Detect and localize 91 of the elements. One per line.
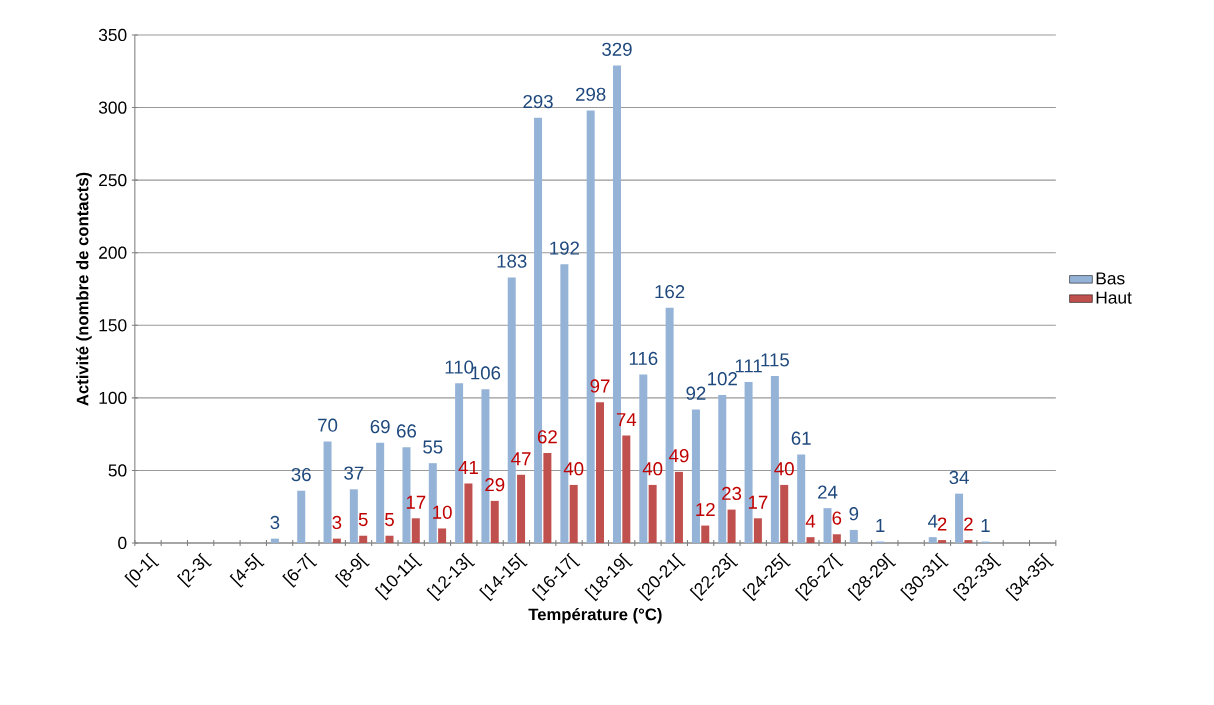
- data-label: 24: [818, 485, 838, 499]
- data-label: 115: [761, 353, 789, 367]
- data-label: 47: [511, 452, 531, 466]
- data-label: 329: [602, 42, 632, 56]
- y-tick-label: 150: [99, 319, 127, 332]
- data-label: 3: [332, 515, 342, 530]
- data-label: 69: [370, 420, 390, 434]
- legend-label: Haut: [1096, 291, 1132, 304]
- data-label: 40: [642, 462, 663, 476]
- bar: [806, 537, 815, 543]
- bar: [938, 540, 947, 543]
- bar: [438, 528, 447, 543]
- bar: [823, 508, 832, 543]
- data-label: 37: [344, 466, 364, 480]
- data-label: 2: [937, 517, 947, 531]
- data-label: 49: [668, 449, 689, 463]
- bar: [596, 402, 605, 543]
- data-label: 9: [849, 507, 859, 521]
- bar: [349, 489, 358, 543]
- bar: [727, 509, 736, 543]
- data-label: 66: [397, 424, 417, 438]
- legend-label: Bas: [1096, 272, 1125, 285]
- data-label: 92: [686, 386, 706, 400]
- data-label: 62: [537, 430, 557, 444]
- bar: [385, 535, 394, 543]
- y-tick-label: 50: [108, 464, 127, 477]
- data-label: 192: [550, 241, 579, 255]
- data-label: 298: [576, 87, 606, 101]
- data-label: 116: [629, 351, 658, 366]
- data-label: 183: [497, 254, 527, 268]
- bar: [955, 493, 964, 543]
- bar: [622, 435, 631, 543]
- bar: [964, 540, 973, 543]
- bar: [543, 453, 552, 543]
- bar: [832, 534, 841, 543]
- bar: [411, 518, 420, 543]
- bar: [376, 442, 385, 543]
- bar: [849, 529, 858, 543]
- bar: [701, 525, 710, 543]
- data-label: 4: [927, 514, 938, 528]
- y-tick-label: 300: [98, 101, 127, 114]
- bar: [753, 518, 762, 543]
- y-tick-label: 350: [98, 28, 127, 42]
- data-label: 40: [563, 462, 584, 476]
- data-label: 29: [485, 478, 505, 492]
- data-label: 23: [722, 486, 742, 501]
- data-label: 1: [981, 519, 990, 532]
- data-label: 6: [832, 511, 842, 525]
- data-label: 34: [949, 470, 969, 485]
- data-label: 2: [964, 517, 973, 531]
- data-label: 293: [523, 94, 553, 109]
- bar: [928, 537, 937, 543]
- data-label: 3: [270, 515, 280, 530]
- data-label: 74: [616, 413, 637, 426]
- data-label: 162: [655, 285, 685, 299]
- bar: [517, 474, 526, 543]
- bar: [464, 483, 473, 543]
- data-label: 97: [590, 379, 610, 393]
- bar: [780, 484, 789, 543]
- data-label: 17: [406, 495, 426, 509]
- bar: [648, 484, 657, 543]
- bar: [297, 490, 306, 543]
- bar: [569, 484, 578, 543]
- bar: [797, 454, 806, 543]
- bar: [270, 538, 279, 543]
- data-label: 40: [774, 462, 794, 476]
- bar: [490, 500, 499, 543]
- y-tick-label: 200: [99, 246, 127, 259]
- bar: [359, 535, 368, 543]
- data-label: 70: [318, 418, 338, 432]
- y-tick-label: 100: [99, 391, 127, 404]
- y-tick-label: 250: [99, 173, 127, 187]
- data-label: 17: [748, 495, 768, 509]
- data-label: 5: [385, 513, 394, 527]
- bar: [323, 441, 332, 543]
- data-label: 55: [423, 440, 443, 454]
- y-tick-label: 0: [118, 536, 127, 550]
- data-label: 36: [291, 467, 311, 482]
- data-label: 10: [433, 505, 452, 519]
- data-label: 111: [735, 359, 762, 373]
- data-label: 4: [805, 514, 816, 528]
- data-label: 12: [696, 502, 715, 516]
- data-label: 1: [876, 519, 885, 532]
- x-axis-title: Température (°C): [528, 607, 662, 624]
- y-axis-title: Activité (nombre de contacts): [76, 172, 92, 406]
- data-label: 61: [791, 431, 811, 445]
- data-label: 5: [358, 513, 368, 527]
- data-label: 41: [458, 461, 478, 474]
- bar: [332, 538, 341, 543]
- bar: [674, 471, 683, 543]
- data-label: 102: [708, 372, 737, 386]
